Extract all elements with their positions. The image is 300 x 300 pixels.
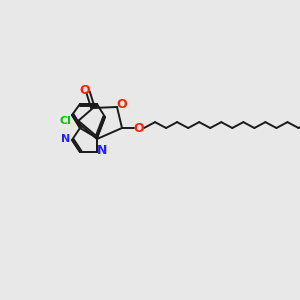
Text: Cl: Cl: [59, 116, 71, 126]
Text: N: N: [97, 143, 107, 157]
Text: O: O: [134, 122, 144, 134]
Text: O: O: [80, 85, 90, 98]
Text: O: O: [117, 98, 127, 110]
Text: N: N: [61, 134, 70, 144]
